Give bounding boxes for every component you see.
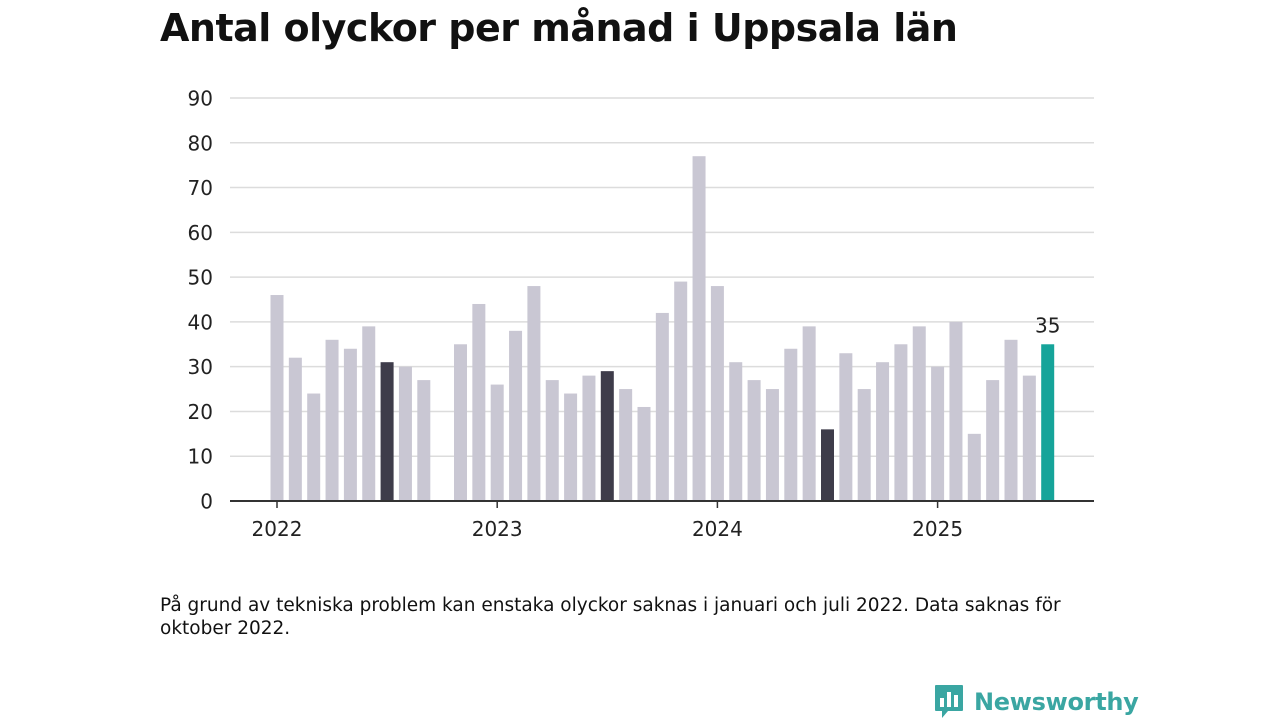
bar-2023-06: [582, 375, 596, 501]
bar-2024-02: [729, 362, 743, 501]
data-labels: 35: [1035, 313, 1060, 337]
y-tick-label: 60: [188, 221, 213, 245]
y-tick-label: 0: [200, 490, 213, 514]
footnote: På grund av tekniska problem kan enstaka…: [160, 595, 1061, 639]
bar-2022-09: [417, 380, 431, 501]
newsworthy-bar-chart-icon: [935, 685, 963, 718]
bar-2023-02: [509, 330, 523, 501]
bar-2025-05: [1004, 339, 1018, 501]
bar-2022-04: [325, 339, 339, 501]
bar-2025-02: [949, 321, 963, 501]
bar-2022-08: [398, 366, 412, 501]
latest-value-label: 35: [1035, 313, 1060, 337]
y-tick-label: 10: [188, 445, 213, 469]
chart-title: Antal olyckor per månad i Uppsala län: [160, 6, 958, 50]
y-tick-label: 50: [188, 266, 213, 290]
bar-2024-04: [765, 389, 779, 501]
bar-2022-07: [380, 362, 394, 501]
bar-2024-09: [857, 389, 871, 501]
bar-2022-05: [343, 348, 357, 501]
bar-2022-12: [472, 303, 486, 501]
x-tick-label: 2024: [692, 517, 743, 541]
bar-2022-02: [288, 357, 302, 501]
bar-2025-06: [1022, 375, 1036, 501]
bar-2022-01: [270, 295, 284, 501]
bar-2022-06: [362, 326, 376, 501]
x-tick-label: 2023: [472, 517, 523, 541]
bar-2024-08: [839, 353, 853, 501]
bar-2025-03: [967, 433, 981, 501]
bar-2023-09: [637, 406, 651, 501]
bar-2022-11: [454, 344, 467, 501]
newsworthy-logo: Newsworthy: [934, 684, 1139, 720]
bar-2025-07: [1041, 344, 1055, 501]
y-tick-label: 80: [188, 131, 213, 155]
bar-2023-12: [692, 156, 706, 501]
bar-2024-10: [876, 362, 890, 501]
bar-2024-11: [894, 344, 908, 501]
y-tick-label: 90: [188, 87, 213, 111]
bar-2023-11: [674, 281, 688, 501]
y-tick-label: 40: [188, 310, 213, 334]
bar-2023-03: [527, 286, 541, 501]
bar-2023-01: [490, 384, 504, 501]
bar-chart: 0 10 20 30 40 50 60 70 80 90 2022 2023 2024 2025 35: [188, 87, 1094, 541]
x-tick-label: 2025: [912, 517, 963, 541]
bars: [270, 156, 1055, 501]
logo-text: Newsworthy: [974, 688, 1139, 716]
bar-2024-12: [912, 326, 926, 501]
bar-2023-07: [600, 371, 614, 501]
bar-2023-05: [564, 393, 578, 501]
bar-2025-04: [986, 380, 1000, 501]
bar-2024-06: [802, 326, 816, 501]
bar-2024-05: [784, 348, 798, 501]
x-axis: 2022 2023 2024 2025: [230, 500, 1094, 541]
y-tick-label: 30: [188, 355, 213, 379]
bar-2023-08: [619, 389, 633, 501]
bar-2022-03: [307, 393, 321, 501]
bar-2023-10: [655, 312, 669, 501]
x-tick-label: 2022: [252, 517, 303, 541]
bar-2024-03: [747, 380, 761, 501]
bar-2023-04: [545, 380, 559, 501]
y-axis-tick-labels: 0 10 20 30 40 50 60 70 80 90: [188, 87, 213, 514]
bar-2024-07: [821, 429, 834, 501]
y-tick-label: 70: [188, 176, 213, 200]
y-tick-label: 20: [188, 400, 213, 424]
bar-2024-01: [710, 286, 724, 501]
bar-2025-01: [931, 366, 945, 501]
